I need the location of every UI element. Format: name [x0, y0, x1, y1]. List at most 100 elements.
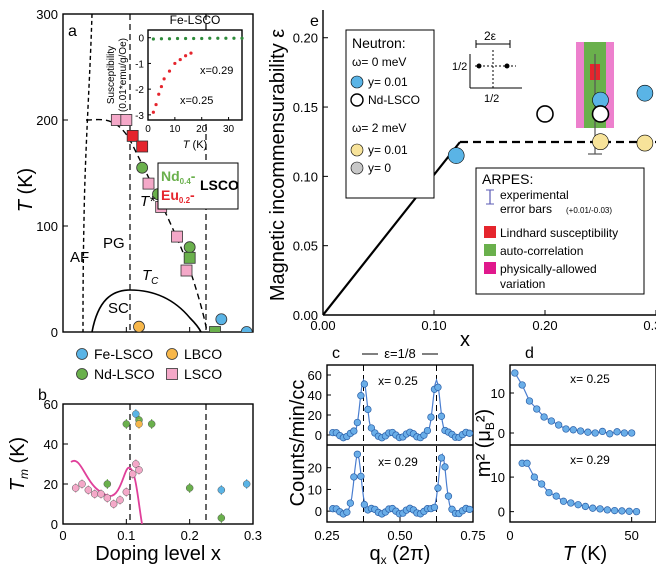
d-point — [533, 405, 541, 413]
a-point — [215, 313, 228, 326]
nd-eu-legend-frame — [157, 162, 239, 210]
inset-ytick-label: 0 — [138, 34, 144, 45]
inset-point — [159, 37, 164, 41]
b-point — [132, 410, 140, 418]
b-point — [122, 488, 131, 496]
legend-label-nd-lsco: Nd-LSCO — [94, 366, 155, 382]
c-point — [465, 505, 474, 514]
d-point — [628, 429, 636, 437]
b-point — [128, 470, 137, 478]
neutron-w2-b: y= 0 — [368, 161, 391, 175]
b-point — [217, 514, 226, 522]
c-point — [367, 424, 376, 432]
c-point — [434, 383, 442, 391]
b-point — [122, 420, 131, 428]
schematic-2eps: 2ε — [484, 29, 497, 43]
e-ytick-label: 0.20 — [293, 31, 318, 46]
panel-b-frame — [62, 403, 254, 525]
c-point — [437, 412, 446, 420]
d-point — [574, 501, 582, 509]
legend-marker-fe-lsco — [76, 348, 88, 360]
d-point — [613, 428, 621, 436]
d-point — [523, 459, 531, 467]
c-ytick-label: 0 — [315, 428, 322, 443]
c-point — [353, 418, 362, 427]
d-point — [589, 504, 597, 512]
d-point — [610, 506, 619, 515]
d-ytick-label: 10 — [491, 386, 505, 401]
legend-label-lbco: LBCO — [184, 346, 222, 362]
eu-legend-line: Eu0.2- — [161, 187, 195, 205]
d-point — [562, 425, 570, 433]
inset-ylabel-2: (0.01*emu/g/Oe) — [118, 38, 129, 112]
a-point — [183, 251, 196, 264]
c-point — [364, 405, 372, 414]
d-point — [596, 505, 604, 513]
inset-point — [167, 37, 172, 41]
d-point — [545, 488, 553, 497]
e-point — [536, 105, 554, 123]
inset-point — [189, 51, 193, 55]
panel-c-ylabel: Counts/min/cc — [287, 380, 309, 507]
panel-b: b 0 20 40 60 0 0.1 0.2 0.3 Tm (K) Doping level … — [7, 387, 262, 565]
panel-e-xlabel: x — [460, 329, 470, 351]
neutron-w0-a-marker — [350, 75, 364, 89]
label-sc: SC — [108, 300, 129, 317]
d-point — [584, 428, 592, 436]
d-point — [555, 421, 563, 429]
a-ytick-label: 100 — [36, 219, 58, 234]
e-point — [636, 84, 654, 102]
inset-xtick-label: 30 — [223, 124, 235, 135]
b-point — [103, 494, 112, 502]
e-point — [636, 134, 654, 152]
c-point — [346, 499, 355, 507]
inset-frame — [147, 29, 243, 121]
inset-point — [175, 36, 180, 41]
panel-d-ticks: 0 50 0 10 0 10 — [491, 386, 639, 543]
inset-point — [167, 69, 172, 73]
b-point — [135, 466, 143, 474]
neutron-w2-b-marker — [350, 161, 364, 175]
legend-marker-nd-lsco — [76, 368, 88, 380]
a-point — [133, 320, 145, 332]
panel-e-ylabel: Magnetic incommensurability ε — [267, 29, 289, 301]
arpes-legend-title: ARPES: — [482, 171, 533, 187]
panel-a-frame — [62, 13, 254, 333]
b-point — [103, 480, 112, 488]
svg-text:Lindhard susceptibility: Lindhard susceptibility — [500, 226, 618, 240]
legend-label-lsco: LSCO — [184, 366, 222, 382]
nd-legend-line: Nd0.4- — [161, 168, 196, 186]
inset-point — [157, 92, 161, 96]
b-xtick-label: 0.2 — [181, 528, 199, 543]
linear-trend-line — [323, 141, 461, 315]
c-subpanel-label: x= 0.29 — [378, 455, 418, 469]
e-point — [591, 105, 610, 123]
e-xtick-label: 0.30 — [643, 318, 656, 333]
d-point — [576, 427, 585, 435]
legend-label-fe-lsco: Fe-LSCO — [94, 346, 153, 362]
panel-e-plot-area — [323, 42, 656, 315]
inset-point — [178, 57, 182, 62]
b-point — [97, 490, 105, 498]
e-xtick-label: 0.00 — [310, 318, 335, 333]
panel-e-ticks: 0.00 0.05 0.10 0.15 0.20 0.00 0.10 0.20 0.30 — [293, 31, 656, 333]
b-point — [90, 490, 99, 498]
d-xtick-label: 50 — [624, 528, 638, 543]
b-xtick-label: 0.3 — [244, 528, 262, 543]
neutron-w0-b: Nd-LSCO — [368, 93, 420, 107]
c-xtick-label: 0.25 — [314, 528, 339, 543]
d-xtick-label: 0 — [506, 528, 513, 543]
a-point — [240, 326, 253, 332]
inset-ytick-label: -2 — [135, 85, 144, 96]
inset-point — [224, 36, 228, 40]
neutron-w2: ω= 2 meV — [352, 121, 406, 135]
a-ytick-label: 300 — [36, 7, 58, 22]
panel-e: e 0.00 0.05 0.10 0.15 0.20 0.00 0.10 0.20 0.30 M… — [267, 10, 656, 351]
physically-allowed-swatch — [484, 262, 496, 274]
d-subpanel-label: x= 0.25 — [570, 372, 610, 386]
panel-e-schematic: 2ε 1/2 1/2 — [452, 29, 522, 105]
e-xtick-label: 0.20 — [532, 318, 557, 333]
panel-a-ylabel-T: T — [15, 198, 37, 212]
b-ytick-label: 20 — [44, 477, 58, 492]
